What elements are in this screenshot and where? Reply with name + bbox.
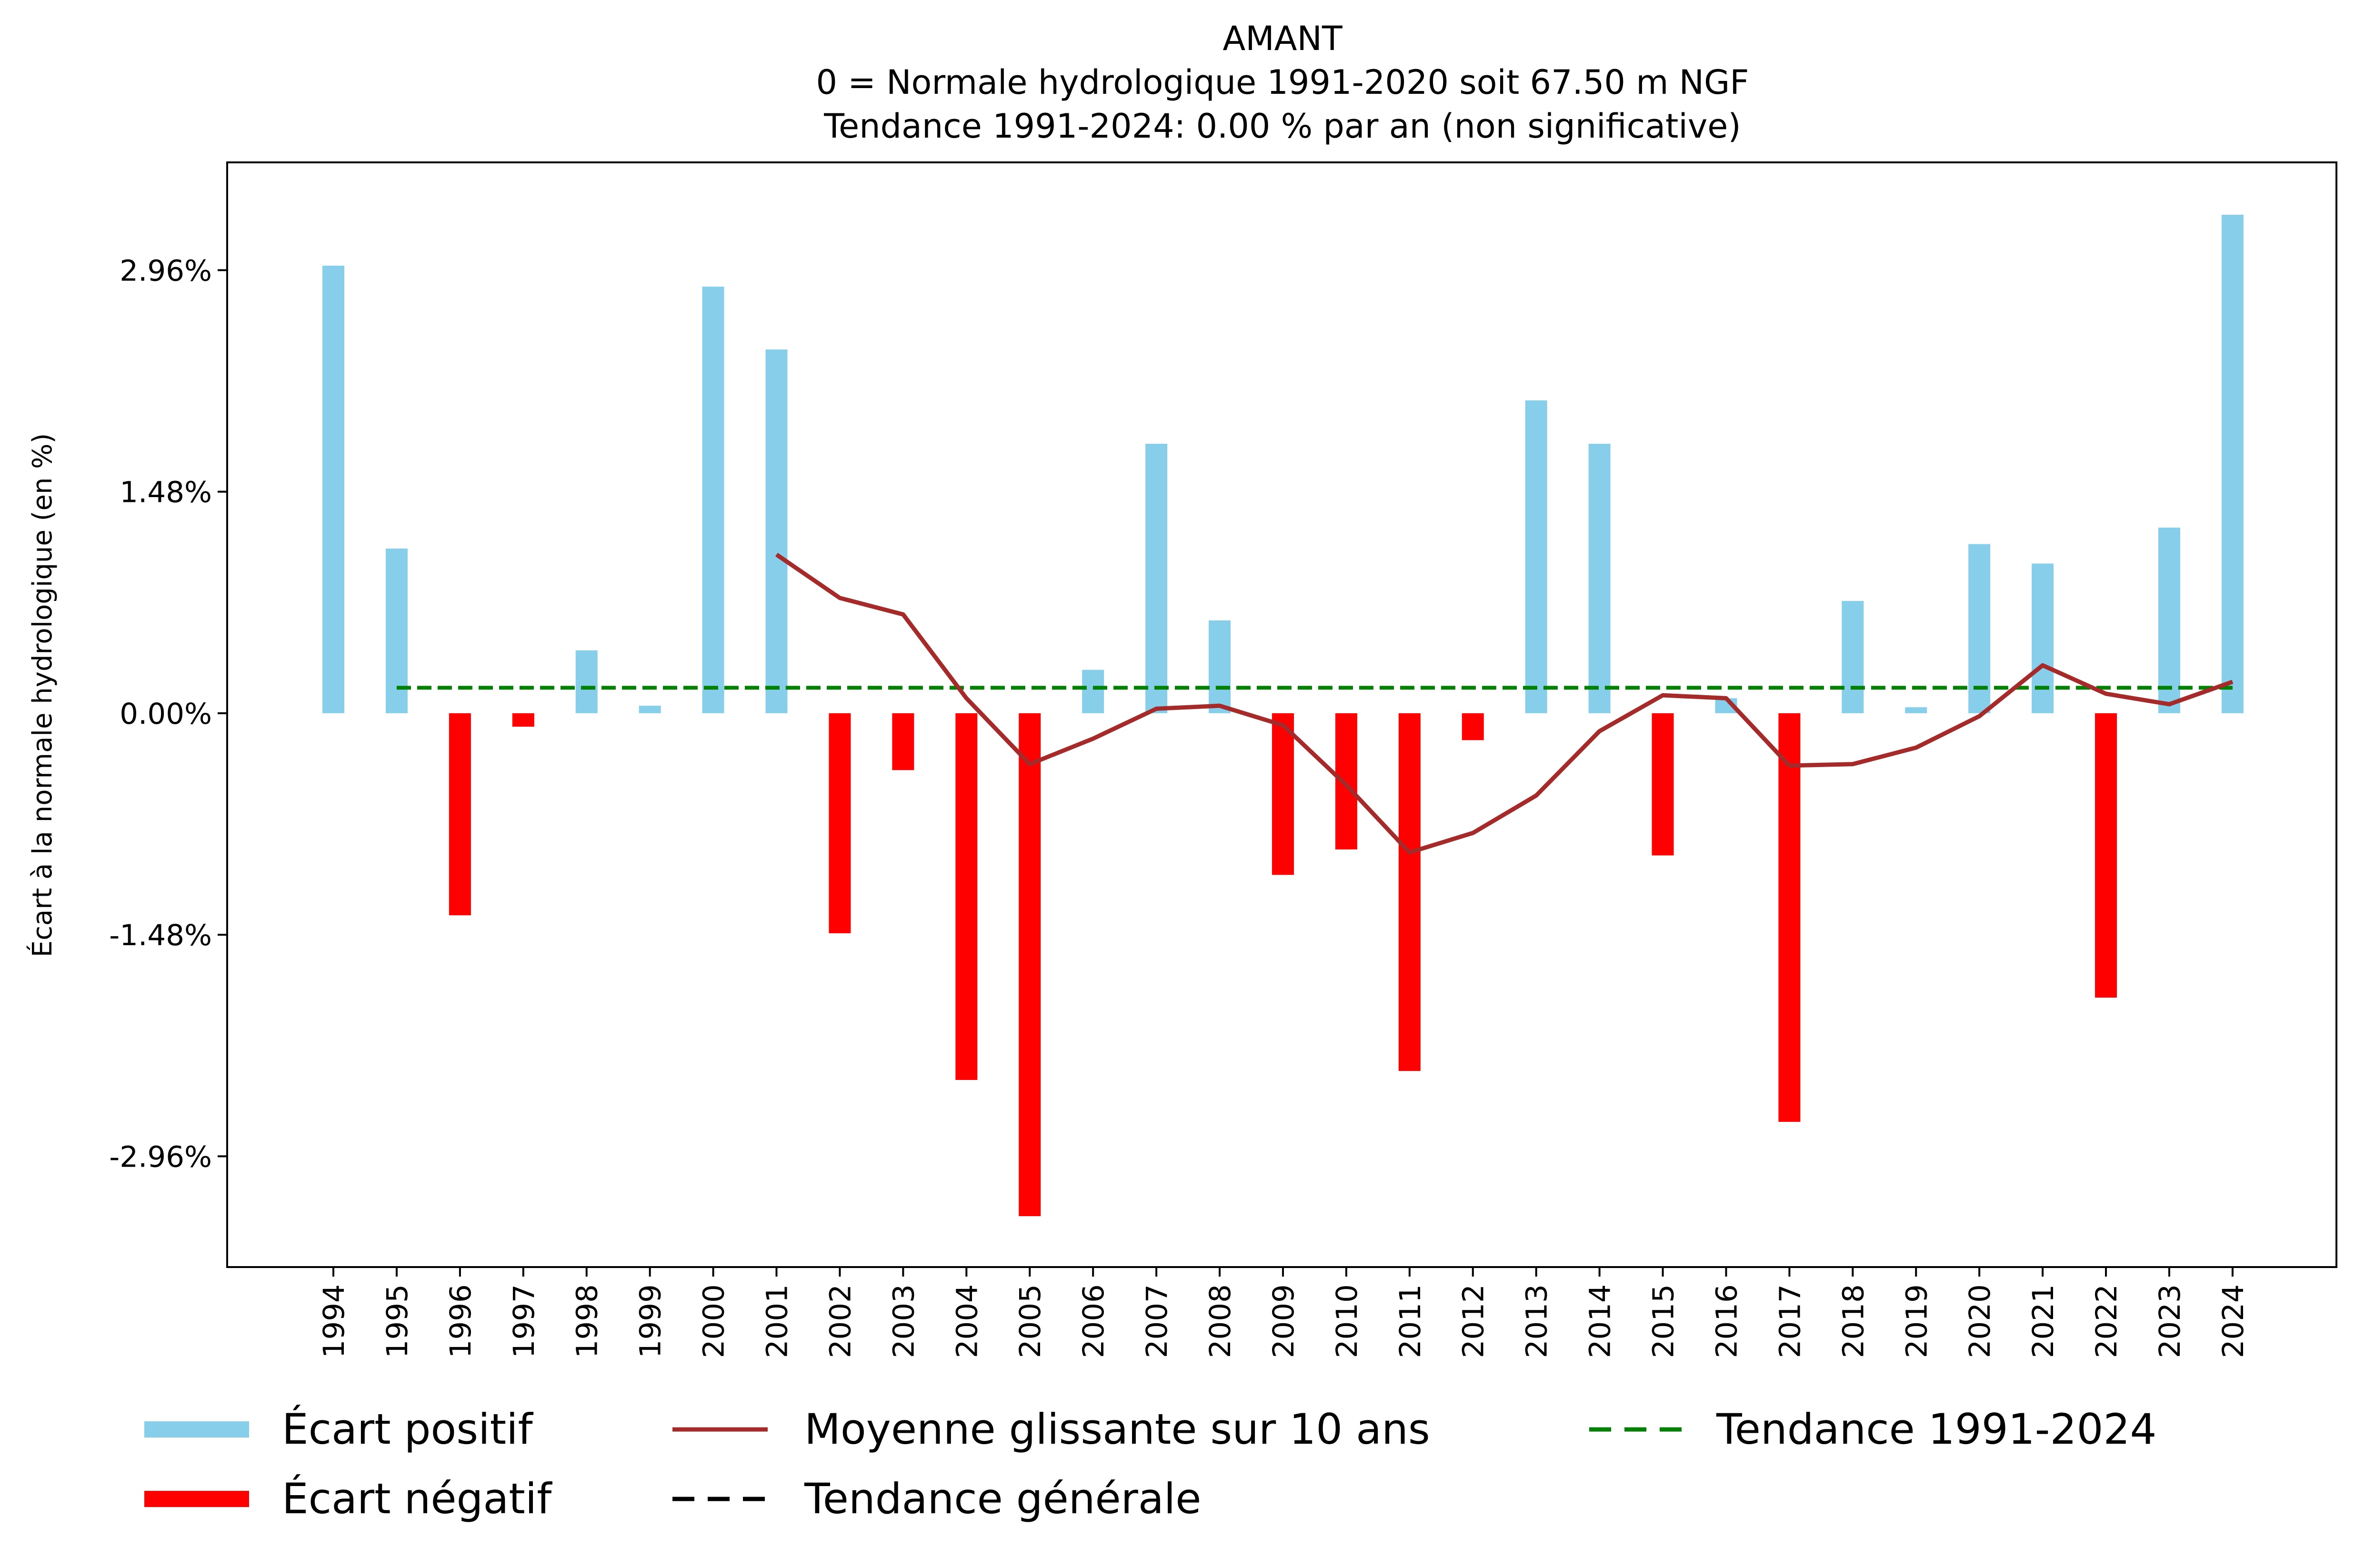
bar-2002 [829,713,851,933]
bar-1997 [512,713,534,727]
bar-2001 [765,349,788,713]
moving-average-line [775,552,2234,855]
x-tick-label: 1998 [571,1284,604,1358]
x-tick-label: 2008 [1203,1284,1237,1358]
moving-average-layer [775,552,2234,855]
bar-2020 [1968,544,1991,713]
x-tick-label: 1997 [507,1284,541,1358]
bar-2006 [1082,669,1104,713]
bar-2018 [1842,601,1864,713]
x-tick-label: 2002 [823,1284,857,1358]
bar-2014 [1588,444,1611,713]
bar-2004 [955,713,978,1080]
bar-2005 [1019,713,1041,1217]
x-tick-label: 1999 [634,1284,668,1358]
bar-2017 [1778,713,1801,1122]
x-tick-label: 2011 [1393,1284,1427,1358]
bar-2011 [1398,713,1421,1071]
x-tick-label: 2017 [1773,1284,1807,1358]
x-tick-label: 2001 [761,1284,794,1358]
bar-2003 [892,713,914,770]
x-tick-label: 2009 [1267,1284,1301,1358]
x-tick-label: 2021 [2026,1284,2060,1358]
x-tick-label: 2007 [1140,1284,1174,1358]
x-tick-label: 2014 [1583,1284,1617,1358]
x-tick-label: 2013 [1520,1284,1554,1358]
y-tick-label: 1.48% [120,476,212,509]
x-tick-label: 2024 [2216,1284,2250,1358]
x-tick-label: 2004 [950,1284,984,1358]
plot-frame [226,161,2337,1268]
legend: Écart positif Écart négatif Moyenne glissa… [144,1405,2156,1523]
bar-2022 [2095,713,2117,998]
bar-2000 [702,286,724,713]
legend-label-4: Tendance 1991-2024 [1716,1405,2156,1454]
x-tick-label: 2003 [887,1284,921,1358]
x-tick-label: 2016 [1710,1284,1744,1358]
axes-layer: 2.96% 1.48% 0.00% -1.48% -2.96% 1994 1995 1996 1… [109,161,2337,1358]
x-tick-label: 2022 [2090,1284,2124,1358]
x-tick-label: 2010 [1330,1284,1364,1358]
y-tick-label: -1.48% [109,919,212,952]
bar-2021 [2032,563,2054,713]
chart-title-line-2: 0 = Normale hydrologique 1991-2020 soit … [816,63,1749,102]
x-tick-label: 2015 [1647,1284,1681,1358]
bar-2015 [1652,713,1674,856]
y-tick-label: 0.00% [120,697,212,731]
x-tick-label: 2012 [1457,1284,1491,1358]
chart-title-line-1: AMANT [1223,19,1343,58]
x-tick-label: 1995 [381,1284,414,1358]
bar-2008 [1209,620,1231,713]
bar-1996 [449,713,471,916]
bar-2009 [1272,713,1294,875]
bar-1994 [322,265,344,713]
x-tick-label: 1996 [444,1284,478,1358]
bar-2013 [1525,400,1547,713]
chart-title-line-3: Tendance 1991-2024: 0.00 % par an (non s… [823,107,1741,146]
bar-2010 [1335,713,1357,849]
x-tick-label: 1994 [317,1284,351,1358]
legend-label-1: Écart négatif [282,1474,552,1523]
bar-2019 [1905,707,1927,713]
bar-1998 [575,650,598,713]
bar-2024 [2221,215,2244,713]
x-tick-label: 2018 [1836,1284,1870,1358]
x-tick-label: 2005 [1013,1284,1047,1358]
bar-2007 [1145,444,1168,713]
bar-2023 [2158,528,2180,713]
legend-label-0: Écart positif [282,1405,534,1454]
bar-2012 [1462,713,1484,740]
x-tick-label: 2019 [1900,1284,1934,1358]
x-tick-label: 2000 [697,1284,731,1358]
x-tick-label: 2006 [1077,1284,1111,1358]
x-tick-label: 2023 [2153,1284,2187,1358]
legend-label-2: Moyenne glissante sur 10 ans [804,1405,1430,1454]
bar-1999 [639,706,661,713]
x-tick-label: 2020 [1963,1284,1997,1358]
y-tick-label: -2.96% [109,1140,212,1174]
y-tick-label: 2.96% [120,254,212,288]
chart-title: AMANT 0 = Normale hydrologique 1991-2020… [816,19,1749,146]
bar-1995 [385,549,408,713]
legend-label-3: Tendance générale [804,1474,1201,1523]
bars-layer [322,215,2244,1217]
y-axis-label: Écart à la normale hydrologique (en %) [27,433,58,958]
